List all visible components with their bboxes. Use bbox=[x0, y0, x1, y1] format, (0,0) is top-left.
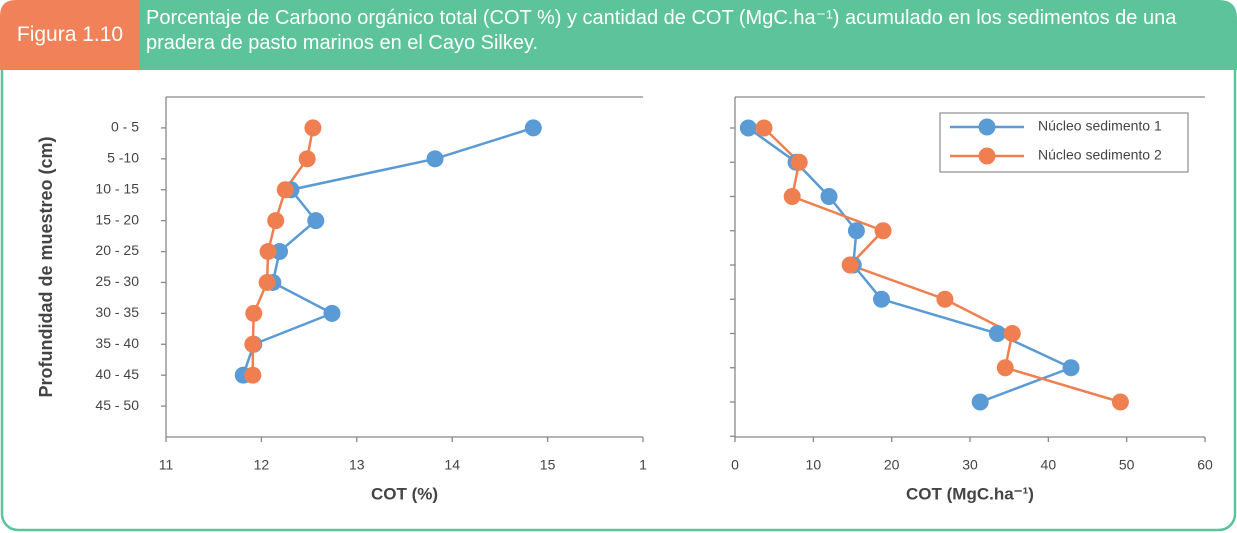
point bbox=[847, 222, 865, 240]
point bbox=[1111, 393, 1129, 411]
y-tick-label: 10 - 15 bbox=[95, 180, 139, 196]
figure-label: Figura 1.10 bbox=[16, 23, 124, 46]
y-tick-label: 30 - 35 bbox=[95, 304, 139, 320]
y-tick-label: 45 - 50 bbox=[95, 397, 139, 413]
x-tick-label: 14 bbox=[444, 457, 460, 473]
point bbox=[783, 188, 801, 205]
x-tick-label: 11 bbox=[159, 457, 174, 473]
x-tick-label: 1 bbox=[639, 457, 647, 473]
point bbox=[245, 304, 263, 322]
point bbox=[524, 119, 542, 137]
x-tick-label: 15 bbox=[540, 457, 556, 473]
y-tick-label: 0 - 5 bbox=[111, 119, 139, 135]
y-axis-label: Profundidad de muestreo (cm) bbox=[36, 136, 56, 397]
point bbox=[841, 256, 859, 274]
x-axis-label: COT (MgC.ha⁻¹) bbox=[906, 484, 1034, 503]
point bbox=[820, 188, 838, 205]
x-tick-label: 20 bbox=[884, 457, 900, 473]
x-axis-label: COT (%) bbox=[371, 484, 438, 503]
point bbox=[276, 181, 294, 199]
point bbox=[244, 366, 262, 384]
x-tick-label: 40 bbox=[1041, 457, 1057, 473]
point bbox=[1003, 325, 1021, 342]
y-tick-label: 25 - 30 bbox=[95, 273, 139, 289]
point bbox=[739, 119, 757, 137]
legend-marker bbox=[978, 147, 996, 165]
x-tick-label: 13 bbox=[349, 457, 365, 473]
point bbox=[988, 325, 1006, 342]
point bbox=[971, 393, 989, 411]
x-tick-label: 0 bbox=[731, 457, 739, 473]
point bbox=[790, 153, 808, 171]
legend-label: Núcleo sedimento 1 bbox=[1038, 118, 1162, 134]
point bbox=[426, 150, 444, 168]
point bbox=[259, 243, 277, 261]
point bbox=[1062, 359, 1080, 377]
legend-marker bbox=[978, 118, 996, 136]
point bbox=[874, 222, 892, 240]
point bbox=[304, 119, 322, 137]
x-tick-label: 30 bbox=[962, 457, 978, 473]
y-tick-label: 40 - 45 bbox=[95, 366, 139, 382]
x-tick-label: 10 bbox=[806, 457, 822, 473]
point bbox=[258, 273, 276, 291]
figure-title: Porcentaje de Carbono orgánico total (CO… bbox=[146, 7, 1177, 54]
point bbox=[307, 212, 325, 230]
point bbox=[244, 335, 262, 353]
y-tick-label: 20 - 25 bbox=[95, 242, 139, 258]
point bbox=[323, 304, 341, 322]
x-tick-label: 60 bbox=[1197, 457, 1213, 473]
y-tick-label: 15 - 20 bbox=[95, 211, 139, 227]
point bbox=[996, 359, 1014, 377]
y-tick-label: 35 - 40 bbox=[95, 335, 139, 351]
point bbox=[936, 290, 954, 308]
title-bar bbox=[140, 0, 1237, 70]
x-tick-label: 50 bbox=[1119, 457, 1135, 473]
figure-label-box bbox=[0, 0, 140, 70]
point bbox=[267, 212, 285, 230]
legend-label: Núcleo sedimento 2 bbox=[1038, 147, 1162, 163]
point bbox=[298, 150, 316, 168]
point bbox=[872, 290, 890, 308]
x-tick-label: 12 bbox=[254, 457, 270, 473]
y-tick-label: 5 -10 bbox=[107, 150, 139, 166]
point bbox=[755, 119, 773, 137]
